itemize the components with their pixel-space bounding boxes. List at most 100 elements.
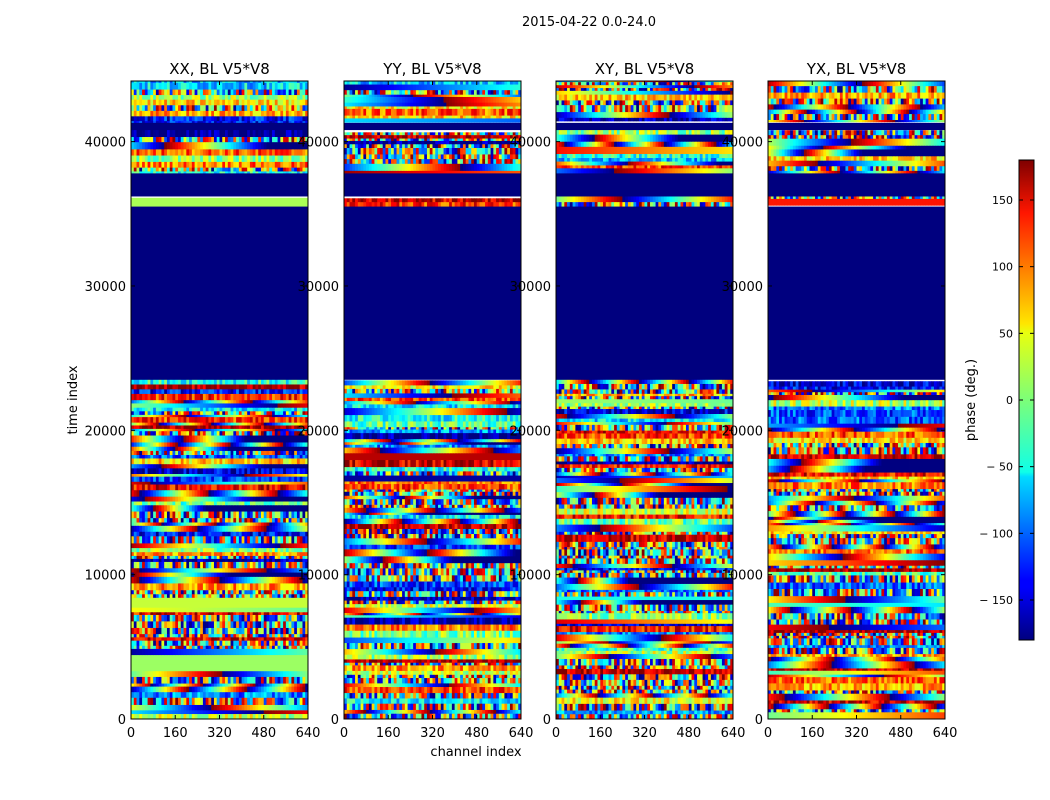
heatmap-cell: [225, 633, 229, 638]
heatmap-cell: [180, 136, 184, 143]
heatmap-cell: [269, 511, 273, 519]
heatmap-cell: [142, 407, 146, 412]
heatmap-cell: [247, 517, 251, 523]
heatmap-cell: [266, 670, 270, 677]
heatmap-cell: [302, 607, 306, 613]
heatmap-cell: [139, 517, 143, 523]
heatmap-cell: [272, 130, 276, 138]
heatmap-cell: [197, 582, 201, 591]
heatmap-cell: [191, 648, 196, 656]
heatmap-cell: [139, 713, 143, 720]
heatmap-cell: [258, 450, 262, 456]
heatmap-cell: [227, 558, 231, 562]
heatmap-cell: [236, 167, 240, 172]
heatmap-cell: [258, 476, 262, 482]
heatmap-cell: [263, 476, 267, 482]
heatmap-cell: [202, 531, 207, 537]
heatmap-cell: [169, 484, 173, 491]
heatmap-cell: [280, 383, 284, 390]
heatmap-cell: [263, 504, 267, 512]
heatmap-cell: [136, 517, 140, 523]
heatmap-cell: [291, 531, 295, 537]
heatmap-cell: [183, 704, 187, 711]
heatmap-cell: [288, 489, 292, 497]
heatmap-cell: [186, 463, 190, 469]
heatmap-cell: [252, 422, 256, 426]
heatmap-cell: [133, 576, 137, 584]
heatmap-cell: [131, 473, 135, 477]
heatmap-cell: [233, 620, 237, 628]
heatmap-cell: [172, 393, 176, 401]
heatmap-cell: [136, 640, 140, 646]
heatmap-cell: [249, 633, 254, 638]
heatmap-cell: [131, 517, 135, 523]
heatmap-cell: [222, 517, 226, 523]
heatmap-cell: [216, 611, 220, 615]
heatmap-cell: [247, 136, 251, 143]
heatmap-cell: [280, 542, 284, 549]
heatmap-cell: [216, 489, 220, 497]
heatmap-cell: [178, 476, 182, 482]
heatmap-cell: [285, 430, 290, 436]
heatmap-cell: [139, 467, 143, 475]
heatmap-cell: [169, 170, 173, 174]
heatmap-cell: [302, 410, 306, 415]
heatmap-cell: [213, 547, 218, 553]
heatmap-cell: [208, 501, 212, 506]
heatmap-cell: [164, 476, 168, 482]
heatmap-cell: [260, 170, 265, 174]
heatmap-cell: [233, 115, 237, 122]
heatmap-cell: [194, 454, 198, 459]
heatmap-cell: [178, 414, 182, 418]
heatmap-cell: [208, 446, 212, 451]
heatmap-cell: [230, 473, 234, 477]
heatmap-cell: [153, 115, 157, 122]
heatmap-cell: [305, 551, 309, 556]
heatmap-cell: [296, 388, 301, 394]
heatmap-cell: [197, 589, 201, 595]
heatmap-cell: [133, 457, 137, 465]
heatmap-cell: [288, 555, 292, 559]
heatmap-cell: [150, 481, 154, 485]
heatmap-cell: [153, 161, 157, 168]
heatmap-cell: [258, 430, 262, 436]
heatmap-cell: [175, 414, 179, 418]
heatmap-cell: [155, 709, 160, 715]
heatmap-cell: [266, 435, 270, 443]
heatmap-cell: [227, 686, 231, 693]
heatmap-cell: [153, 633, 157, 638]
heatmap-cell: [225, 155, 229, 162]
heatmap-cell: [200, 704, 204, 711]
heatmap-cell: [247, 511, 251, 519]
suptitle: 2015-04-22 0.0-24.0: [522, 15, 656, 30]
heatmap-cell: [244, 115, 248, 122]
heatmap-cell: [161, 535, 165, 544]
heatmap-cell: [133, 593, 137, 598]
heatmap-cell: [131, 476, 135, 482]
heatmap-cell: [216, 676, 220, 684]
heatmap-cell: [169, 467, 173, 475]
heatmap-cell: [274, 535, 278, 544]
heatmap-cell: [197, 148, 201, 156]
heatmap-cell: [272, 525, 276, 532]
heatmap-cell: [147, 410, 151, 415]
heatmap-cell: [202, 463, 207, 469]
heatmap-cell: [194, 148, 198, 156]
heatmap-cell: [211, 416, 215, 423]
heatmap-cell: [238, 148, 243, 156]
heatmap-cell: [144, 441, 148, 447]
heatmap-cell: [291, 410, 295, 415]
heatmap-cell: [155, 435, 160, 443]
heatmap-cell: [263, 640, 267, 646]
heatmap-cell: [266, 627, 270, 635]
heatmap-cell: [288, 636, 292, 641]
heatmap-cell: [227, 422, 231, 426]
heatmap-cell: [164, 377, 168, 385]
heatmap-cell: [255, 572, 259, 577]
heatmap-cell: [186, 593, 190, 598]
heatmap-cell: [299, 457, 303, 465]
heatmap-cell: [180, 383, 184, 390]
heatmap-cell: [172, 481, 176, 485]
heatmap-cell: [172, 454, 176, 459]
heatmap-cell: [153, 148, 157, 156]
